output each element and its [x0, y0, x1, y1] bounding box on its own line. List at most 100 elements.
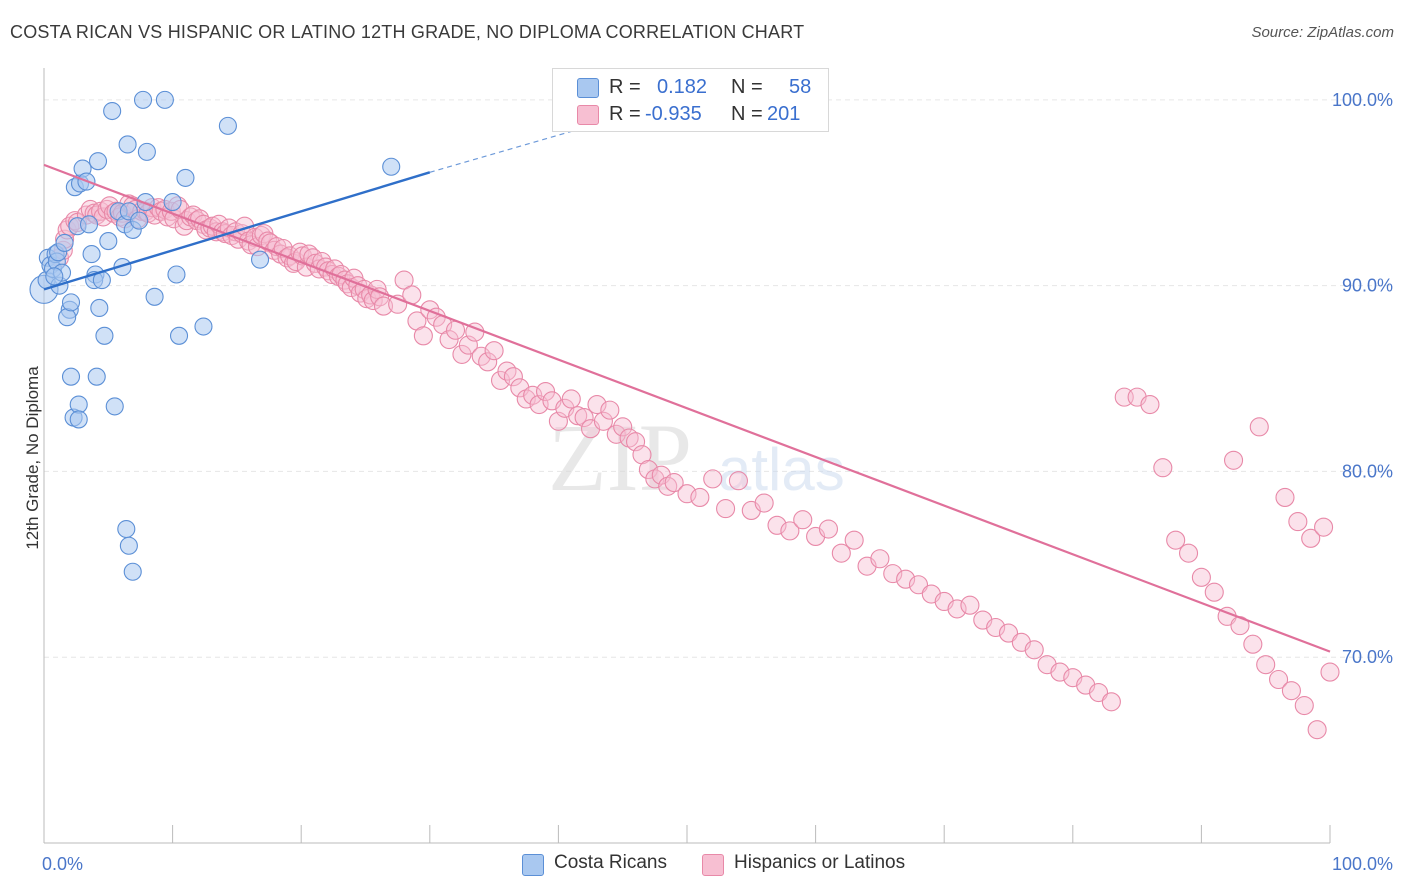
- data-point-hispanic: [1314, 517, 1334, 537]
- data-point-costa-rican: [117, 519, 136, 539]
- y-tick-label: 90.0%: [1342, 276, 1393, 296]
- data-point-costa-rican: [88, 152, 108, 171]
- data-point-costa-rican: [194, 317, 213, 336]
- data-point-costa-rican: [118, 135, 137, 154]
- data-point-hispanic: [1166, 530, 1186, 550]
- data-point-hispanic: [568, 406, 588, 426]
- watermark-zip: ZIP: [548, 404, 692, 511]
- legend-n-label: N =: [731, 103, 763, 125]
- data-point-costa-rican: [58, 308, 77, 327]
- data-point-costa-rican: [218, 116, 237, 135]
- data-point-hispanic: [503, 367, 523, 387]
- legend-n-value: 201: [767, 103, 801, 125]
- data-point-hispanic: [452, 344, 472, 364]
- data-point-hispanic: [1275, 487, 1295, 507]
- legend-r-value: 0.182: [657, 76, 708, 98]
- data-point-hispanic: [870, 549, 890, 569]
- data-point-costa-rican: [123, 562, 142, 581]
- data-point-costa-rican: [163, 192, 182, 212]
- data-point-costa-rican: [145, 287, 164, 306]
- data-point-hispanic: [1191, 567, 1211, 587]
- trend-line-costa-ricans: [43, 171, 431, 291]
- data-point-hispanic: [1178, 543, 1199, 563]
- data-point-hispanic: [394, 270, 414, 290]
- data-point-hispanic: [1140, 395, 1160, 415]
- data-point-costa-rican: [250, 250, 270, 269]
- data-point-costa-rican: [99, 232, 118, 251]
- data-point-costa-rican: [176, 168, 195, 187]
- data-point-costa-rican: [79, 215, 99, 234]
- data-point-hispanic: [677, 484, 697, 504]
- data-point-hispanic: [593, 411, 613, 431]
- data-point-hispanic: [947, 599, 967, 619]
- x-tick-labels: 0.0% 100.0%: [42, 854, 1393, 874]
- data-point-hispanic: [1224, 450, 1244, 470]
- data-point-costa-rican: [82, 245, 101, 264]
- data-point-hispanic: [831, 543, 851, 563]
- data-point-costa-rican: [103, 101, 122, 121]
- data-point-hispanic: [1153, 458, 1173, 478]
- data-point-costa-rican: [61, 367, 81, 386]
- data-point-hispanic: [619, 428, 639, 448]
- data-point-hispanic: [413, 326, 433, 346]
- data-point-hispanic: [780, 521, 800, 541]
- data-point-hispanic: [1050, 662, 1070, 682]
- legend-label-costa-ricans: Costa Ricans: [554, 852, 667, 873]
- data-point-costa-rican: [90, 298, 109, 317]
- data-point-hispanic: [606, 424, 626, 444]
- data-point-costa-rican: [69, 410, 88, 429]
- legend-swatch-blue: [522, 854, 544, 876]
- legend-swatch-pink: [577, 105, 599, 125]
- data-point-hispanic: [613, 417, 633, 437]
- data-point-hispanic: [370, 287, 390, 307]
- data-point-hispanic: [754, 493, 774, 513]
- x-tick-label: 100.0%: [1332, 854, 1393, 874]
- x-tick-label: 0.0%: [42, 854, 83, 874]
- data-point-costa-rican: [169, 326, 189, 345]
- trend-line-costa-ricans-extension: [429, 127, 585, 173]
- legend-swatch-pink: [702, 854, 724, 876]
- data-point-hispanic: [960, 595, 980, 615]
- series-costa-ricans-points: [29, 90, 401, 581]
- data-point-hispanic: [439, 329, 459, 350]
- data-point-costa-rican: [61, 293, 81, 312]
- legend-n-value: 58: [789, 76, 812, 98]
- data-point-hispanic: [883, 564, 903, 584]
- data-point-hispanic: [373, 296, 394, 316]
- chart-title: COSTA RICAN VS HISPANIC OR LATINO 12TH G…: [10, 22, 805, 42]
- y-tick-label: 70.0%: [1342, 647, 1393, 667]
- data-point-costa-rican: [95, 326, 114, 345]
- data-point-hispanic: [844, 530, 864, 550]
- data-point-costa-rican: [167, 265, 186, 284]
- trend-line-hispanics: [43, 163, 1331, 653]
- data-point-hispanic: [490, 370, 511, 390]
- data-point-hispanic: [658, 476, 678, 496]
- data-point-hispanic: [1024, 640, 1044, 660]
- data-point-costa-rican: [130, 211, 149, 230]
- data-point-hispanic: [986, 617, 1006, 638]
- watermark-atlas: atlas: [718, 436, 845, 503]
- data-point-costa-rican: [55, 233, 74, 252]
- data-point-hispanic: [363, 290, 383, 311]
- data-point-hispanic: [1281, 681, 1301, 701]
- y-axis-title: 12th Grade, No Diploma: [23, 366, 42, 550]
- data-point-hispanic: [664, 473, 684, 493]
- legend-row-hispanics: R = -0.935 N = 201: [553, 102, 828, 128]
- data-point-hispanic: [1288, 512, 1308, 532]
- data-point-hispanic: [535, 381, 556, 402]
- data-point-hispanic: [1256, 655, 1276, 675]
- data-point-hispanic: [1294, 695, 1314, 716]
- data-point-hispanic: [818, 519, 839, 539]
- legend-row-costa-ricans: R = 0.182 N = 58: [553, 75, 828, 101]
- data-point-hispanic: [1204, 582, 1224, 602]
- data-point-hispanic: [1301, 528, 1321, 548]
- axes: [43, 68, 1331, 844]
- data-point-hispanic: [587, 395, 607, 415]
- y-tick-label: 100.0%: [1332, 90, 1393, 110]
- data-point-hispanic: [1088, 682, 1109, 703]
- legend-r-label: R =: [609, 76, 641, 98]
- data-point-hispanic: [728, 471, 748, 491]
- data-point-hispanic: [703, 469, 723, 489]
- data-point-hispanic: [716, 499, 736, 519]
